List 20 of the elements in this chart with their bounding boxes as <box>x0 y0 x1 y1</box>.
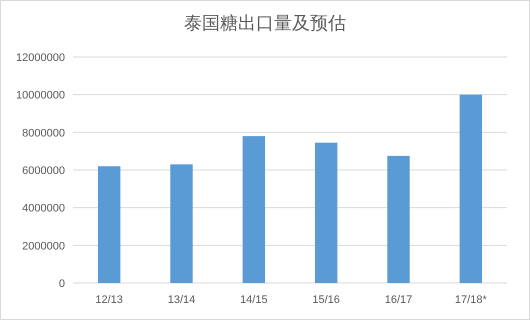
x-tick-label: 12/13 <box>95 294 123 306</box>
bar <box>242 136 266 283</box>
x-tick-label: 15/16 <box>312 294 340 306</box>
bar <box>387 156 410 283</box>
y-tick-label: 6000000 <box>22 165 65 177</box>
x-tick-label: 14/15 <box>240 294 268 306</box>
x-tick-label: 16/17 <box>384 294 412 306</box>
y-tick-label: 8000000 <box>22 127 65 140</box>
y-tick-label: 12000000 <box>16 52 65 64</box>
x-tick-label: 17/18* <box>454 294 488 306</box>
y-tick-label: 10000000 <box>16 90 65 102</box>
bar <box>314 142 338 283</box>
bar <box>460 94 482 283</box>
y-tick-label: 2000000 <box>22 240 65 252</box>
y-tick-label: 4000000 <box>22 202 65 215</box>
chart-title: 泰国糖出口量及预估 <box>184 13 346 33</box>
bar <box>98 166 120 283</box>
y-tick-label: 0 <box>58 278 65 290</box>
bar <box>170 164 193 283</box>
x-tick-label: 13/14 <box>168 294 196 306</box>
